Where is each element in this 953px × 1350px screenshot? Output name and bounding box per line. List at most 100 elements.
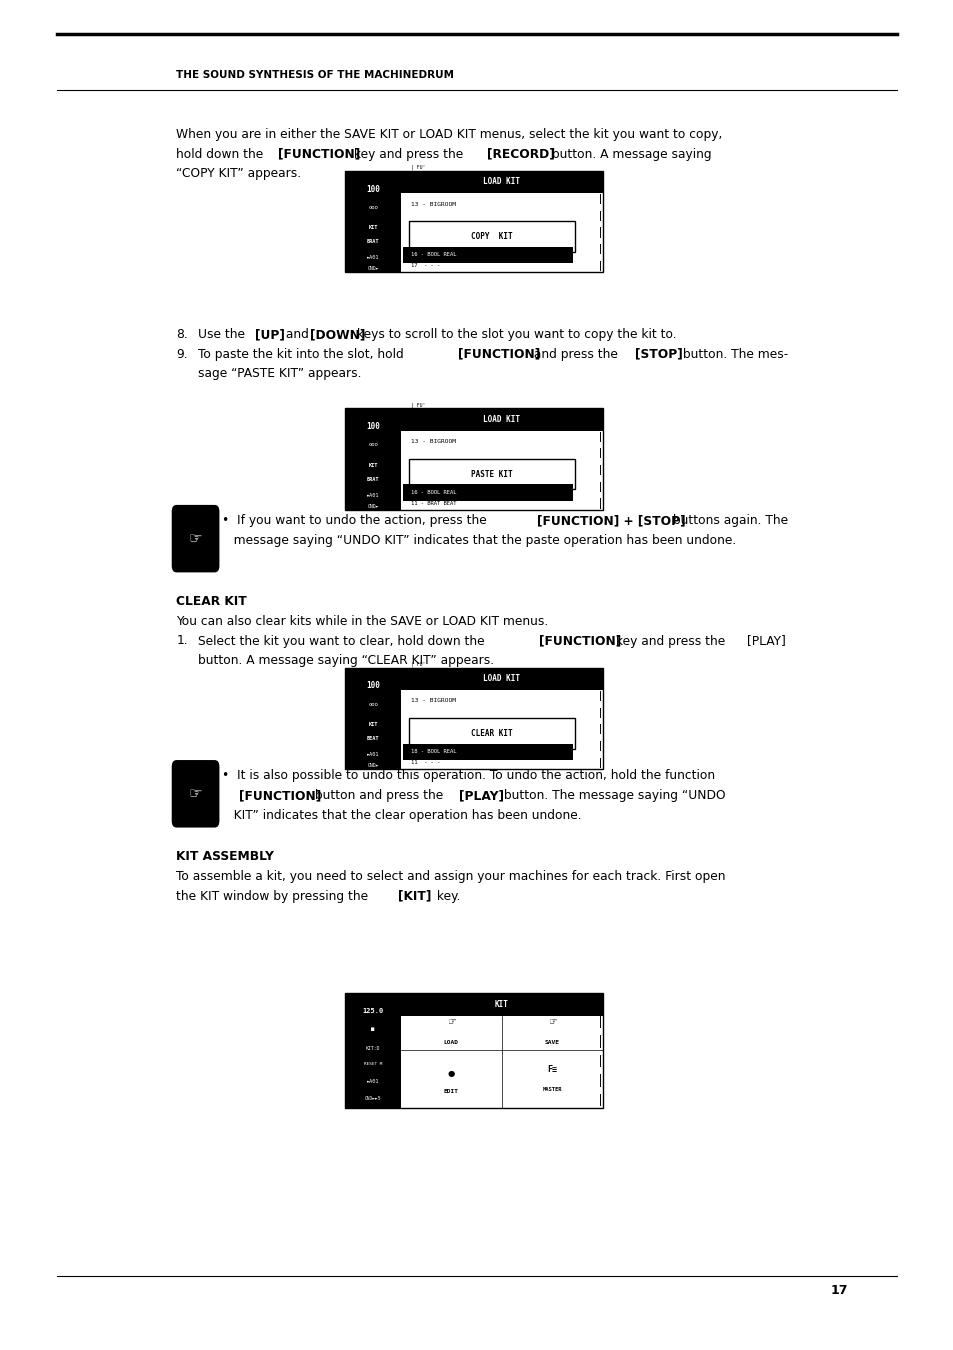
Text: LOAD KIT: LOAD KIT — [483, 177, 519, 186]
Text: [FUNCTION] + [STOP]: [FUNCTION] + [STOP] — [537, 514, 685, 528]
Bar — [409, 718, 574, 748]
Text: CLEAR KIT: CLEAR KIT — [471, 729, 512, 738]
Text: “COPY KIT” appears.: “COPY KIT” appears. — [176, 167, 301, 181]
Text: button. A message saying: button. A message saying — [547, 147, 711, 161]
Text: ■: ■ — [371, 1027, 375, 1033]
Text: GND►: GND► — [367, 504, 378, 509]
Bar — [345, 667, 602, 768]
Text: [DOWN]: [DOWN] — [310, 328, 365, 342]
Text: button and press the: button and press the — [311, 788, 447, 802]
Text: F≡: F≡ — [547, 1065, 557, 1075]
Text: LOAD KIT: LOAD KIT — [483, 414, 519, 424]
Bar — [400, 667, 602, 690]
Text: 9.: 9. — [176, 347, 188, 360]
Text: PASTE KIT: PASTE KIT — [471, 470, 512, 479]
Text: 13 - BIGROOM: 13 - BIGROOM — [411, 201, 456, 207]
Text: KIT ASSEMBLY: KIT ASSEMBLY — [176, 850, 274, 864]
Bar — [345, 408, 400, 509]
Text: button. The mes-: button. The mes- — [679, 347, 788, 360]
Text: You can also clear kits while in the SAVE or LOAD KIT menus.: You can also clear kits while in the SAV… — [176, 616, 548, 628]
Text: ooo: ooo — [368, 443, 377, 447]
Bar — [400, 408, 602, 431]
Text: [FUNCTION]: [FUNCTION] — [239, 788, 321, 802]
FancyBboxPatch shape — [172, 760, 219, 828]
Text: 17  - - -: 17 - - - — [411, 263, 439, 269]
Text: ooo: ooo — [368, 702, 377, 706]
Text: key and press the: key and press the — [350, 147, 467, 161]
Text: buttons again. The: buttons again. The — [668, 514, 787, 528]
Text: button. The message saying “UNDO: button. The message saying “UNDO — [499, 788, 725, 802]
Bar — [345, 171, 602, 273]
Text: the KIT window by pressing the: the KIT window by pressing the — [176, 890, 372, 903]
Text: KIT: KIT — [368, 225, 377, 230]
Text: EDIT: EDIT — [443, 1089, 458, 1094]
Bar — [402, 744, 572, 760]
Text: and: and — [282, 328, 313, 342]
Bar — [345, 171, 400, 273]
Text: ►A01: ►A01 — [366, 255, 379, 261]
Text: 13 - BIGROOM: 13 - BIGROOM — [411, 439, 456, 444]
Bar — [400, 994, 602, 1015]
Text: KIT” indicates that the clear operation has been undone.: KIT” indicates that the clear operation … — [222, 809, 581, 822]
Text: MASTER: MASTER — [542, 1087, 561, 1092]
Text: 18 - BOOL REAL: 18 - BOOL REAL — [411, 749, 456, 755]
Text: [KIT]: [KIT] — [397, 890, 431, 903]
Text: •  It is also possible to undo this operation. To undo the action, hold the func: • It is also possible to undo this opera… — [222, 769, 715, 783]
Text: ☞: ☞ — [189, 531, 202, 547]
Text: button. A message saying “CLEAR KIT” appears.: button. A message saying “CLEAR KIT” app… — [198, 653, 494, 667]
Text: To paste the kit into the slot, hold: To paste the kit into the slot, hold — [198, 347, 408, 360]
Text: 8.: 8. — [176, 328, 188, 342]
Text: hold down the: hold down the — [176, 147, 268, 161]
Text: Use the: Use the — [198, 328, 249, 342]
Text: COPY  KIT: COPY KIT — [471, 232, 512, 242]
Text: KIT: KIT — [368, 722, 377, 726]
Text: THE SOUND SYNTHESIS OF THE MACHINEDRUM: THE SOUND SYNTHESIS OF THE MACHINEDRUM — [176, 70, 454, 80]
Bar — [400, 171, 602, 193]
Text: KIT: KIT — [368, 463, 377, 467]
Text: keys to scroll to the slot you want to copy the kit to.: keys to scroll to the slot you want to c… — [353, 328, 676, 342]
Text: BEAT: BEAT — [366, 736, 379, 741]
Text: GND►: GND► — [367, 266, 378, 271]
Text: ☞: ☞ — [547, 1017, 557, 1026]
Text: RESET M: RESET M — [363, 1062, 382, 1066]
Bar — [402, 485, 572, 501]
Text: GND►: GND► — [367, 763, 378, 768]
Text: To assemble a kit, you need to select and assign your machines for each track. F: To assemble a kit, you need to select an… — [176, 871, 725, 883]
Text: 125.0: 125.0 — [362, 1008, 383, 1014]
Text: 100: 100 — [366, 423, 379, 431]
Text: •  If you want to undo the action, press the: • If you want to undo the action, press … — [222, 514, 491, 528]
Text: [FUNCTION]: [FUNCTION] — [277, 147, 359, 161]
Text: sage “PASTE KIT” appears.: sage “PASTE KIT” appears. — [198, 367, 361, 381]
Text: KIT: KIT — [495, 1000, 508, 1008]
Text: GND►►5: GND►►5 — [364, 1096, 381, 1102]
Text: key and press the: key and press the — [611, 634, 728, 648]
Text: [RECORD]: [RECORD] — [486, 147, 554, 161]
Text: LOAD: LOAD — [443, 1040, 458, 1045]
Text: key.: key. — [433, 890, 460, 903]
Text: 17: 17 — [830, 1284, 847, 1297]
Text: | FU': | FU' — [411, 165, 425, 170]
FancyBboxPatch shape — [172, 505, 219, 572]
Text: 16 - BOOL REAL: 16 - BOOL REAL — [411, 252, 456, 258]
Text: 11  - - -: 11 - - - — [411, 760, 439, 765]
Text: message saying “UNDO KIT” indicates that the paste operation has been undone.: message saying “UNDO KIT” indicates that… — [222, 533, 736, 547]
Text: ●: ● — [447, 1069, 455, 1077]
Text: LOAD KIT: LOAD KIT — [483, 674, 519, 683]
Text: ooo: ooo — [368, 205, 377, 209]
Bar — [345, 994, 602, 1107]
Bar — [345, 408, 602, 509]
Text: | FU': | FU' — [411, 662, 425, 667]
Bar — [345, 667, 400, 768]
Text: [FUNCTION]: [FUNCTION] — [457, 347, 539, 360]
Text: [FUNCTION]: [FUNCTION] — [538, 634, 620, 648]
Text: ☞: ☞ — [446, 1017, 456, 1026]
Text: CLEAR KIT: CLEAR KIT — [176, 595, 247, 609]
Bar — [402, 247, 572, 263]
Text: | FU': | FU' — [411, 402, 425, 408]
Bar — [409, 221, 574, 252]
Text: 100: 100 — [366, 682, 379, 690]
Text: BRAT: BRAT — [366, 239, 379, 244]
Text: 13 - BIGROOM: 13 - BIGROOM — [411, 698, 456, 703]
Bar — [409, 459, 574, 489]
Text: BRAT: BRAT — [366, 477, 379, 482]
